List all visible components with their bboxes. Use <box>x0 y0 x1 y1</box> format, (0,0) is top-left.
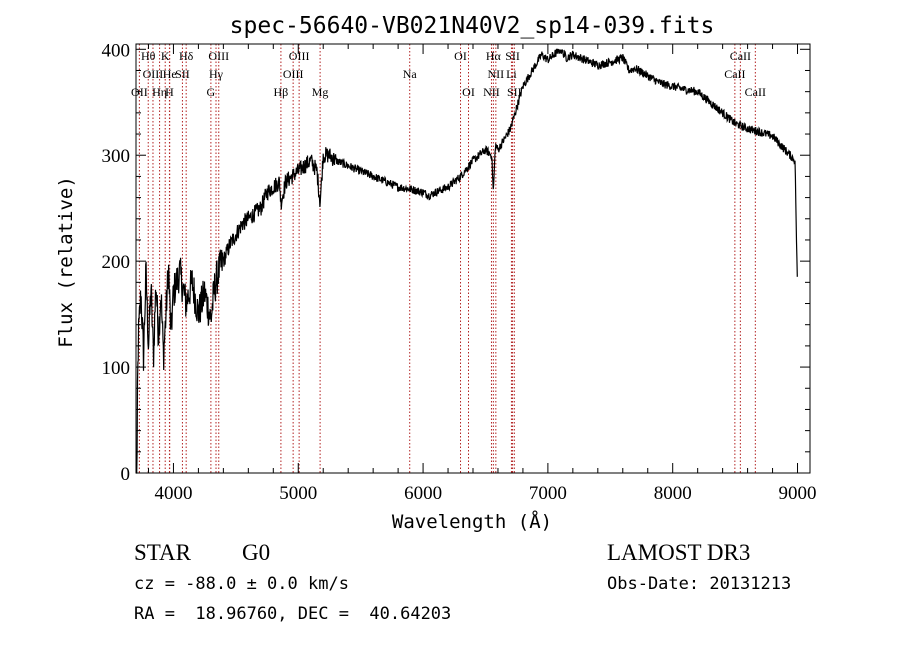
line-label-14: OIII <box>289 49 310 63</box>
redshift-cz: cz = -88.0 ± 0.0 km/s <box>134 574 349 594</box>
coordinates: RA = 18.96760, DEC = 40.64203 <box>134 604 452 624</box>
x-tick-label-2: 6000 <box>404 483 442 504</box>
plot-frame <box>135 43 811 474</box>
object-class: STAR <box>134 540 191 565</box>
line-label-5: H <box>165 85 174 99</box>
y-tick-label-4: 400 <box>102 40 131 61</box>
line-label-2: OIII <box>143 67 164 81</box>
y-tick-label-2: 200 <box>102 252 131 273</box>
line-label-20: Hα <box>486 49 502 63</box>
x-axis-label: Wavelength (Å) <box>392 510 552 533</box>
line-label-19: NII <box>483 85 500 99</box>
line-label-17: OI <box>454 49 467 63</box>
axis-ticks: 4000 5000 6000 7000 8000 9000 0 100 200 300 400 <box>102 40 817 504</box>
line-label-7: SII <box>175 67 190 81</box>
x-tick-label-5: 9000 <box>779 483 817 504</box>
line-label-12: Hβ <box>274 85 289 99</box>
line-label-18: OI <box>462 85 475 99</box>
line-label-4: K <box>161 49 170 63</box>
spectral-line-markers <box>138 44 756 473</box>
observation-date: Obs-Date: 20131213 <box>607 574 792 594</box>
line-label-9: G <box>207 85 216 99</box>
line-label-15: Mg <box>312 85 329 99</box>
survey-name: LAMOST DR3 <box>607 540 751 565</box>
line-label-25: CaII <box>724 67 745 81</box>
line-label-22: Li <box>506 67 517 81</box>
line-label-21: NII <box>488 67 505 81</box>
x-tick-label-4: 8000 <box>654 483 692 504</box>
line-label-23: SII <box>505 49 520 63</box>
y-tick-label-0: 0 <box>121 464 131 485</box>
chart-title: spec-56640-VB021N40V2_sp14-039.fits <box>230 13 715 39</box>
spectrum-series-line <box>136 48 798 474</box>
x-tick-label-3: 7000 <box>529 483 567 504</box>
line-label-27: CaII <box>745 85 766 99</box>
line-label-24: SII <box>507 85 522 99</box>
spectral-line-labels: OIIHθOIIIHηKHHeSIIHδGHγOIIIHβOIIIOIIIMgN… <box>131 49 766 99</box>
line-label-1: Hθ <box>141 49 156 63</box>
line-label-16: Na <box>403 67 418 81</box>
line-label-11: OIII <box>208 49 229 63</box>
line-label-3: Hη <box>152 85 167 99</box>
line-label-6: He <box>163 67 177 81</box>
x-tick-label-0: 4000 <box>154 483 192 504</box>
line-label-10: Hγ <box>209 67 224 81</box>
object-subclass: G0 <box>242 540 271 565</box>
line-label-26: CaII <box>730 49 751 63</box>
y-tick-label-3: 300 <box>102 146 131 167</box>
x-tick-label-1: 5000 <box>279 483 317 504</box>
line-label-13: OIII <box>283 67 304 81</box>
y-tick-label-1: 100 <box>102 358 131 379</box>
line-label-8: Hδ <box>179 49 194 63</box>
y-axis-label: Flux (relative) <box>55 176 77 348</box>
